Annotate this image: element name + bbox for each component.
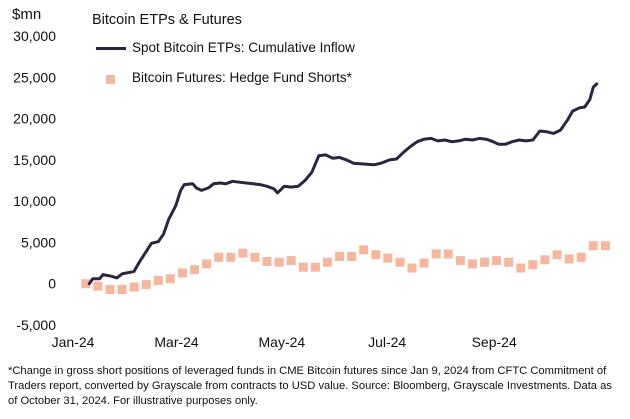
futures-short-marker [177, 268, 187, 278]
futures-short-marker [455, 256, 465, 266]
y-tick-label: 0 [48, 276, 56, 292]
futures-short-marker [528, 260, 538, 270]
legend-label-futures: Bitcoin Futures: Hedge Fund Shorts* [132, 70, 352, 85]
futures-short-marker [335, 251, 345, 261]
futures-short-marker [129, 282, 139, 292]
futures-short-marker [383, 253, 393, 263]
futures-short-marker [81, 279, 91, 289]
x-tick-label: Sep-24 [472, 334, 517, 350]
futures-short-marker [371, 250, 381, 260]
futures-short-marker [443, 249, 453, 259]
y-tick-label: 10,000 [13, 193, 56, 209]
futures-short-marker [190, 265, 200, 275]
futures-short-marker [552, 250, 562, 260]
futures-short-marker [286, 256, 296, 266]
etp-cumulative-inflow-line [87, 82, 599, 286]
futures-short-marker [202, 259, 212, 269]
futures-short-marker [322, 257, 332, 267]
futures-short-marker [165, 274, 175, 284]
futures-short-marker [117, 284, 127, 294]
futures-short-marker [310, 262, 320, 272]
chart-footnote: *Change in gross short positions of leve… [8, 365, 612, 407]
futures-short-marker [359, 245, 369, 255]
legend-swatch-futures-square [106, 75, 115, 84]
y-tick-label: 20,000 [13, 111, 56, 127]
futures-short-marker [105, 284, 115, 294]
futures-short-marker [153, 275, 163, 285]
x-tick-label: Jan-24 [52, 334, 95, 350]
futures-short-marker [516, 263, 526, 273]
y-tick-label: 15,000 [13, 152, 56, 168]
futures-short-marker [93, 281, 103, 291]
y-tick-label: 25,000 [13, 69, 56, 85]
x-tick-label: May-24 [259, 334, 306, 350]
futures-short-marker [504, 257, 514, 267]
chart-plot-area: -5,000 0 5,000 10,000 15,000 20,000 25,000 30,0… [13, 28, 610, 350]
futures-short-marker [419, 258, 429, 268]
futures-short-marker [540, 255, 550, 265]
futures-short-marker [274, 257, 284, 267]
futures-short-marker [431, 249, 441, 259]
futures-short-marker [407, 263, 417, 273]
x-tick-label: Mar-24 [154, 334, 199, 350]
y-axis-unit-label: $mn [12, 6, 42, 23]
futures-short-marker [492, 256, 502, 266]
futures-short-marker [576, 252, 586, 262]
futures-short-marker [467, 259, 477, 269]
legend-swatch-etp-line [96, 47, 126, 50]
legend-label-etp: Spot Bitcoin ETPs: Cumulative Inflow [132, 40, 355, 55]
y-tick-label: 30,000 [13, 28, 56, 44]
y-tick-label: 5,000 [21, 234, 56, 250]
futures-short-marker [141, 280, 151, 290]
futures-short-marker [564, 254, 574, 264]
futures-short-marker [238, 248, 248, 258]
futures-short-marker [480, 257, 490, 267]
futures-short-marker [214, 252, 224, 262]
x-tick-label: Jul-24 [368, 334, 406, 350]
futures-short-marker [226, 252, 236, 262]
futures-short-marker [395, 257, 405, 267]
futures-short-marker [250, 252, 260, 262]
futures-short-marker [262, 256, 272, 266]
chart-title: Bitcoin ETPs & Futures [92, 12, 242, 28]
futures-short-marker [588, 241, 598, 251]
futures-short-marker [600, 241, 610, 251]
futures-short-marker [298, 262, 308, 272]
y-tick-label: -5,000 [16, 317, 56, 333]
futures-short-marker [347, 251, 357, 261]
